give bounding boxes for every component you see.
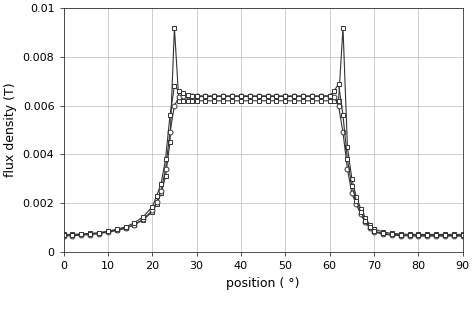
z = Wag/4 [181, 94, 186, 98]
z = Wag/4 [336, 104, 341, 108]
z = 0 [336, 99, 341, 103]
z = 0 [327, 99, 333, 103]
z = Wag/2 [336, 82, 341, 86]
z = Wag/2 [70, 233, 75, 237]
z = Wag/4 [61, 234, 66, 238]
z = 0 [61, 233, 66, 236]
z = 0 [362, 216, 368, 220]
z = Wag/2 [318, 94, 324, 98]
z = Wag/2 [460, 234, 465, 237]
Y-axis label: flux density (T): flux density (T) [4, 83, 17, 177]
z = Wag/2 [61, 234, 66, 237]
z = Wag/4 [300, 94, 306, 98]
z = Wag/4 [202, 94, 208, 98]
Legend: z = 0, z = Wag/4, z = Wag/2: z = 0, z = Wag/4, z = Wag/2 [148, 320, 378, 323]
z = 0 [172, 26, 177, 30]
z = Wag/2 [331, 89, 337, 93]
z = Wag/2 [194, 94, 200, 98]
z = Wag/2 [362, 219, 368, 223]
z = 0 [300, 99, 306, 103]
Line: z = 0: z = 0 [61, 25, 465, 237]
z = 0 [70, 233, 75, 236]
z = Wag/4 [362, 220, 368, 224]
z = 0 [202, 99, 208, 103]
z = Wag/4 [460, 234, 465, 238]
Line: z = Wag/4: z = Wag/4 [61, 93, 465, 238]
z = Wag/2 [292, 94, 297, 98]
z = Wag/4 [70, 234, 75, 237]
z = Wag/4 [327, 94, 333, 98]
Line: z = Wag/2: z = Wag/2 [61, 81, 465, 238]
X-axis label: position ( °): position ( °) [227, 276, 300, 289]
z = 0 [460, 233, 465, 236]
